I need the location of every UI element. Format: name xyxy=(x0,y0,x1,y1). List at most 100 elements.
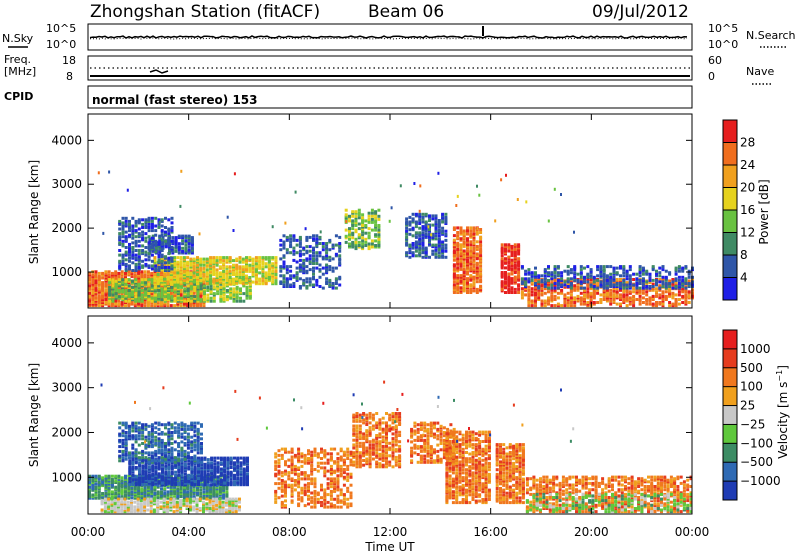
data-cell xyxy=(641,278,645,282)
data-cell xyxy=(107,510,111,514)
data-cell xyxy=(615,294,619,298)
data-cell xyxy=(321,286,325,290)
data-cell xyxy=(146,500,150,504)
data-cell xyxy=(563,298,567,301)
data-cell xyxy=(534,296,537,300)
data-cell xyxy=(579,296,583,300)
data-cell xyxy=(638,278,642,282)
data-cell xyxy=(251,266,255,270)
data-cell xyxy=(302,265,306,269)
data-cell xyxy=(126,507,130,510)
data-cell xyxy=(162,505,166,509)
data-cell xyxy=(507,249,511,253)
data-cell xyxy=(215,273,219,276)
data-cell xyxy=(418,231,422,235)
data-cell xyxy=(94,281,98,285)
data-cell xyxy=(114,487,118,491)
data-cell xyxy=(154,469,158,473)
data-cell xyxy=(97,281,101,285)
data-cell xyxy=(357,222,361,226)
data-cell xyxy=(141,238,145,242)
data-cell xyxy=(139,510,143,514)
data-cell xyxy=(671,280,675,284)
data-cell xyxy=(101,477,105,481)
data-cell xyxy=(107,276,111,280)
data-cell xyxy=(456,247,460,251)
data-cell xyxy=(504,244,507,248)
data-cell xyxy=(209,256,213,260)
data-cell xyxy=(97,493,101,497)
data-cell xyxy=(677,286,681,290)
data-cell xyxy=(579,282,583,285)
data-cell xyxy=(289,277,293,281)
data-cell xyxy=(169,485,173,489)
data-cell xyxy=(405,252,409,256)
data-cell xyxy=(550,304,554,308)
data-cell xyxy=(308,257,312,261)
data-cell xyxy=(231,507,235,510)
data-cell xyxy=(556,286,560,290)
data-cell xyxy=(615,282,619,285)
data-cell xyxy=(144,472,148,476)
data-cell xyxy=(472,278,476,282)
data-cell xyxy=(292,285,296,288)
data-cell xyxy=(312,254,315,258)
data-cell xyxy=(141,250,145,254)
data-cell xyxy=(456,287,460,291)
data-cell xyxy=(94,293,98,297)
data-cell xyxy=(202,495,206,499)
data-cell xyxy=(612,293,616,297)
data-cell xyxy=(94,474,98,478)
data-cell xyxy=(91,477,95,481)
data-cell xyxy=(235,292,239,296)
data-cell xyxy=(684,277,688,281)
data-cell xyxy=(117,485,121,489)
data-cell xyxy=(91,495,95,499)
data-cell xyxy=(576,298,580,301)
data-cell xyxy=(134,249,138,252)
data-cell xyxy=(553,288,557,292)
data-cell xyxy=(530,287,534,291)
data-cell xyxy=(377,225,381,229)
data-cell xyxy=(110,271,114,275)
data-cell-scatter xyxy=(108,170,111,174)
data-cell xyxy=(176,490,180,494)
data-cell xyxy=(128,250,131,254)
data-cell xyxy=(655,294,658,298)
data-cell xyxy=(149,510,153,514)
data-cell xyxy=(258,263,262,267)
data-cell xyxy=(100,510,104,514)
data-cell xyxy=(167,265,171,269)
data-cell xyxy=(225,296,229,300)
data-cell xyxy=(176,289,180,292)
data-cell xyxy=(113,507,117,510)
data-cell xyxy=(134,456,138,460)
data-cell xyxy=(462,261,466,265)
data-cell xyxy=(245,265,248,269)
data-cell xyxy=(289,283,293,287)
data-cell xyxy=(282,234,286,238)
data-cell xyxy=(504,274,507,278)
data-cell xyxy=(583,288,586,292)
data-cell xyxy=(479,278,483,282)
data-cell xyxy=(150,293,154,297)
data-cell xyxy=(556,274,560,278)
data-cell xyxy=(677,282,681,285)
data-cell xyxy=(147,216,151,220)
data-cell xyxy=(462,287,466,291)
data-cell xyxy=(121,284,125,288)
data-cell xyxy=(117,474,121,478)
data-cell xyxy=(267,263,271,267)
data-cell xyxy=(651,265,655,269)
data-cell xyxy=(517,261,521,265)
data-cell xyxy=(312,246,315,250)
data-cell xyxy=(377,208,381,212)
data-cell xyxy=(166,495,170,499)
data-cell xyxy=(251,257,255,261)
data-cell xyxy=(472,283,476,287)
data-cell xyxy=(513,244,517,248)
data-cell xyxy=(189,490,193,494)
data-cell xyxy=(530,293,534,297)
data-cell xyxy=(566,291,570,295)
data-cell xyxy=(117,299,121,303)
